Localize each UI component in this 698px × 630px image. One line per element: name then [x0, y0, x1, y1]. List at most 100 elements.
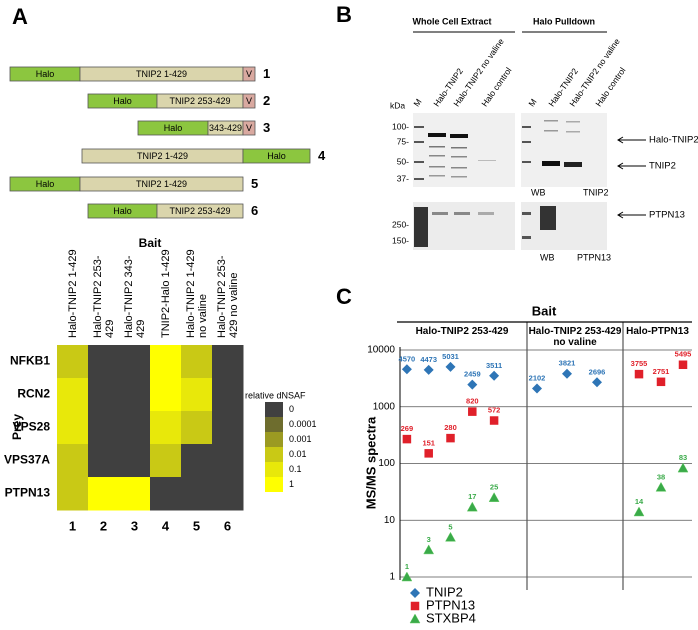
- x-axis-title: Bait: [139, 236, 162, 250]
- heatmap-cell: [88, 477, 120, 511]
- data-label: 4570: [399, 354, 416, 363]
- data-label: 820: [466, 397, 479, 406]
- point: [677, 462, 689, 473]
- construct-segment: [242, 120, 256, 136]
- segment-label: TNIP2 1-429: [136, 179, 187, 189]
- point: [633, 506, 645, 517]
- heatmap-cell: [181, 411, 213, 445]
- heatmap-cell: [150, 378, 182, 412]
- heatmap-cell: [57, 378, 89, 412]
- segment-label: Halo: [164, 123, 183, 133]
- heatmap-cell: [212, 444, 244, 478]
- construct-segment: [242, 93, 256, 109]
- heatmap-cell: [119, 411, 151, 445]
- blot-image: [413, 113, 607, 250]
- y-tick-label: 1000: [373, 401, 396, 412]
- row-label: RCN2: [17, 387, 50, 401]
- heatmap-cell: [88, 378, 120, 412]
- construct-segment: [79, 176, 244, 192]
- row-label: VPS37A: [4, 453, 50, 467]
- data-label: 2696: [589, 367, 606, 376]
- heatmap-cell: [119, 477, 151, 511]
- wb-label: TNIP2: [583, 187, 609, 197]
- data-label: 280: [444, 423, 457, 432]
- data-label: 5: [448, 522, 452, 531]
- segment-label: TNIP2 1-429: [136, 69, 187, 79]
- column-label: Halo-TNIP2 343-429: [122, 255, 147, 338]
- colorbar-swatch: [265, 462, 283, 477]
- heatmap-cell: [88, 345, 120, 379]
- heatmap-cell: [57, 444, 89, 478]
- segment-label: Halo: [36, 69, 55, 79]
- data-label: 3821: [559, 359, 576, 368]
- heatmap-cell: [88, 411, 120, 445]
- segment-label: Halo: [113, 206, 132, 216]
- heatmap-cell: [57, 411, 89, 445]
- point: [401, 364, 412, 375]
- arrow-label: TNIP2: [649, 161, 676, 172]
- blot-group: Whole Cell Extract: [412, 16, 491, 26]
- size-marker: 75-: [397, 136, 409, 146]
- group-label: Halo-TNIP2 253-429: [415, 326, 509, 337]
- point: [445, 361, 456, 372]
- point: [468, 407, 477, 416]
- size-marker: 37-: [397, 173, 409, 183]
- y-axis-title: Prey: [10, 414, 24, 440]
- column-label: Halo-TNIP2 253-429 no valine: [215, 255, 240, 338]
- colorbar-tick-label: 0.01: [289, 449, 307, 459]
- size-unit: kDa: [390, 100, 405, 110]
- colorbar-title: relative dNSAF: [245, 390, 306, 400]
- colorbar-tick-label: 0: [289, 404, 294, 414]
- legend-marker: [410, 601, 420, 611]
- colorbar-tick-label: 0.1: [289, 464, 302, 474]
- arrow-label: Halo-TNIP2: [649, 135, 698, 146]
- wb-label: PTPN13: [577, 252, 611, 262]
- construct-number: 3: [263, 120, 270, 135]
- point: [401, 571, 413, 582]
- point: [423, 544, 435, 555]
- row-label: PTPN13: [5, 486, 51, 500]
- panel-label: A: [12, 4, 28, 29]
- segment-label: V: [246, 69, 252, 79]
- segment-label: Halo: [36, 179, 55, 189]
- point: [655, 481, 667, 492]
- colorbar-tick-label: 0.0001: [289, 419, 317, 429]
- data-label: 5495: [675, 350, 692, 359]
- construct-segment: [242, 66, 256, 82]
- heatmap-cell: [150, 444, 182, 478]
- data-label: 5031: [442, 352, 459, 361]
- heatmap-cell: [119, 378, 151, 412]
- row-label: NFKB1: [10, 354, 50, 368]
- point: [592, 377, 602, 388]
- heatmap-cell: [150, 477, 182, 511]
- heatmap-cell: [150, 345, 182, 379]
- data-label: 269: [401, 424, 414, 433]
- y-tick-label: 10: [384, 515, 396, 526]
- segment-label: TNIP2 253-429: [169, 206, 230, 216]
- point: [466, 501, 478, 512]
- point: [467, 379, 478, 390]
- colorbar-swatch: [265, 417, 283, 432]
- panel-label: B: [336, 2, 352, 27]
- heatmap-cell: [181, 444, 213, 478]
- column-label: TNIP2-Halo 1-429: [159, 249, 172, 338]
- arrow-label: PTPN13: [649, 210, 685, 221]
- column-number: 1: [69, 518, 76, 533]
- data-label: 25: [490, 483, 498, 492]
- panel-label: C: [336, 284, 352, 309]
- legend-label: TNIP2: [426, 584, 463, 599]
- point: [489, 416, 499, 425]
- point: [532, 383, 542, 394]
- data-label: 2102: [529, 373, 546, 382]
- heatmap-cell: [212, 477, 244, 511]
- segment-label: TNIP2 1-429: [137, 151, 188, 161]
- lane-label: M: [526, 97, 538, 109]
- segment-label: Halo: [267, 151, 286, 161]
- group-label: Halo-TNIP2 253-429 no valine: [528, 326, 622, 348]
- point: [656, 377, 666, 387]
- heatmap-cell: [181, 345, 213, 379]
- colorbar-swatch: [265, 447, 283, 462]
- segment-label: TNIP2 253-429: [169, 96, 230, 106]
- data-label: 2751: [653, 367, 670, 376]
- data-label: 572: [488, 406, 501, 415]
